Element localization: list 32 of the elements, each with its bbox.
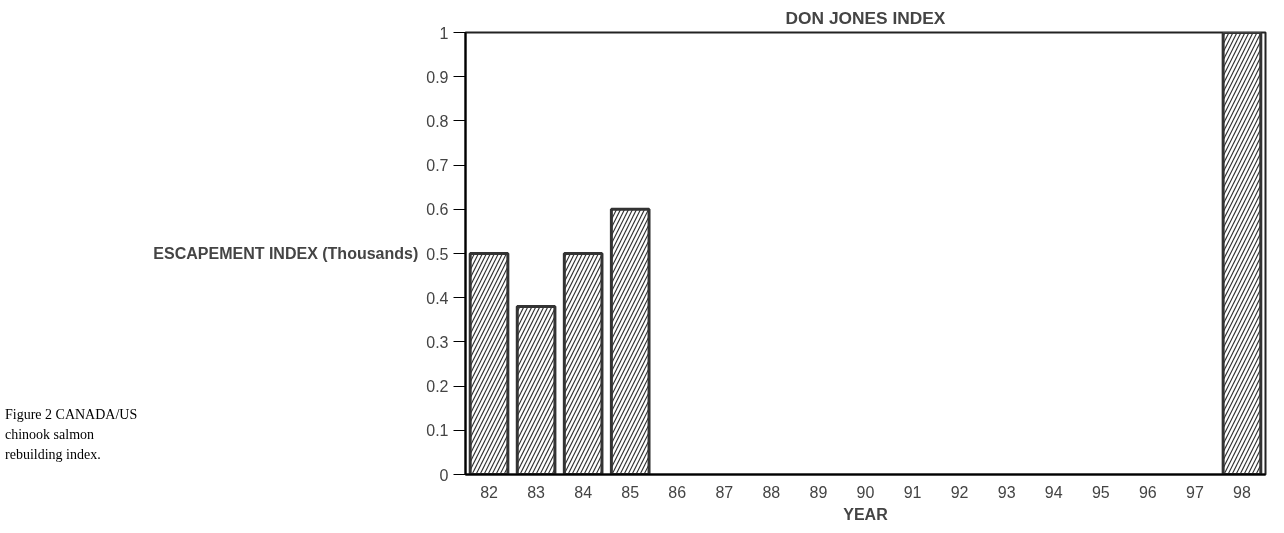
y-tick-label: 0.2: [426, 378, 449, 396]
x-tick-label: 97: [1186, 483, 1204, 501]
x-tick-label: 91: [903, 483, 922, 501]
x-tick-label: 96: [1138, 483, 1157, 501]
y-tick-label: 0.7: [426, 157, 449, 175]
y-tick-label: 1: [439, 24, 449, 42]
caption: Figure 2 CANADA/US chinook salmon rebuilding index.: [5, 406, 139, 464]
x-axis-title: YEAR: [843, 505, 889, 523]
x-tick-label: 93: [997, 483, 1016, 501]
x-tick-label: 88: [762, 483, 781, 501]
x-tick-label: 94: [1044, 483, 1063, 501]
y-tick-label: 0.8: [426, 112, 449, 130]
x-tick-label: 89: [809, 483, 828, 501]
x-tick-label: 98: [1233, 483, 1251, 501]
x-tick-label: 83: [527, 483, 546, 501]
x-tick-label: 84: [574, 483, 593, 501]
y-tick-label: 0.9: [426, 68, 449, 86]
x-tick-label: 87: [715, 483, 734, 501]
x-tick-label: 90: [856, 483, 875, 501]
y-tick-label: 0.3: [426, 333, 449, 351]
y-tick-label: 0: [439, 466, 449, 484]
y-axis-title: ESCAPEMENT INDEX (Thousands): [153, 245, 419, 262]
x-tick-label: 85: [621, 483, 640, 501]
y-tick-label: 0.1: [426, 422, 449, 440]
x-tick-label: 92: [950, 483, 969, 501]
chart-title: DON JONES INDEX: [785, 7, 946, 28]
y-tick-label: 0.6: [426, 201, 449, 219]
y-tick-label: 0.5: [426, 245, 449, 263]
x-tick-label: 82: [480, 483, 499, 501]
x-tick-label: 95: [1091, 483, 1110, 501]
y-tick-label: 0.4: [426, 289, 449, 307]
x-tick-label: 86: [668, 483, 687, 501]
